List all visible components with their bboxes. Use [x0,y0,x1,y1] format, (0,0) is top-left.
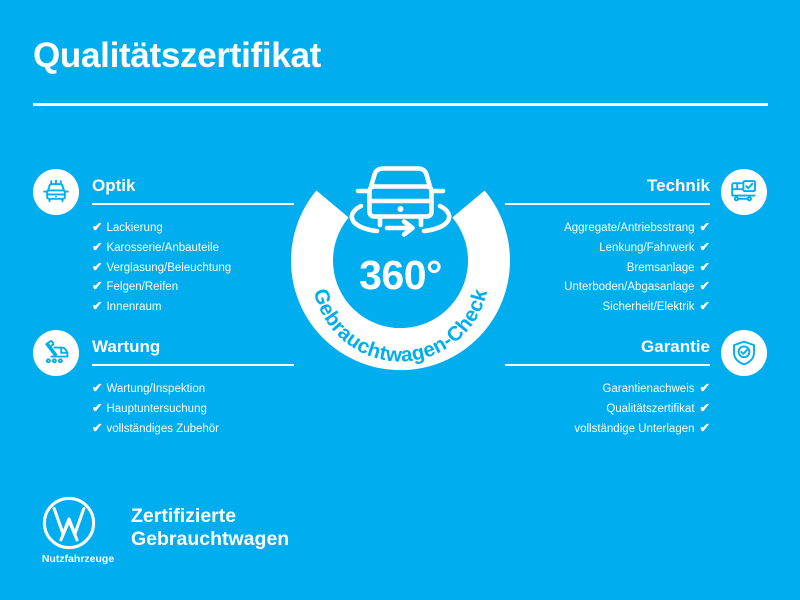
list-item: ✔ Verglasung/Beleuchtung [92,258,294,278]
footer-claim: Zertifizierte Gebrauchtwagen [131,505,289,551]
section-wartung-heading: Wartung [92,337,161,356]
list-item-label: Innenraum [106,301,162,314]
section-optik-heading: Optik [92,176,136,195]
list-item: ✔ vollständiges Zubehör [92,419,294,439]
section-technik: Technik Aggregate/Antriebsstrang ✔ Lenkun… [505,176,710,317]
brand-subtitle: Nutzfahrzeuge [41,553,115,565]
check-icon: ✔ [699,259,710,274]
check-icon: ✔ [699,239,710,254]
list-item-label: Lackierung [106,222,163,234]
volkswagen-logo-icon [41,495,97,556]
section-optik: Optik ✔ Lackierung ✔ Karosserie/Anbauteile… [92,176,294,317]
list-item-label: Felgen/Reifen [106,281,179,294]
list-item: Unterboden/Abgasanlage ✔ [505,277,710,297]
shield-check-icon [730,339,758,367]
list-item-label: Unterboden/Abgasanlage [564,281,695,294]
list-item: ✔ Felgen/Reifen [92,277,294,297]
footer-claim-line2: Gebrauchtwagen [131,528,290,550]
volkswagen-brand-block: Nutzfahrzeuge [32,495,122,580]
section-technik-divider [505,203,710,205]
badge-360-value: 360° [359,252,442,298]
list-item: Bremsanlage ✔ [505,258,710,278]
list-item-label: vollständiges Zubehör [106,422,219,435]
list-item: Lenkung/Fahrwerk ✔ [505,238,710,258]
check-icon: ✔ [699,400,710,415]
check-icon: ✔ [92,259,103,274]
list-item-label: Bremsanlage [626,261,695,274]
check-icon: ✔ [92,279,103,294]
section-wartung: Wartung ✔ Wartung/Inspektion ✔ Hauptunters… [92,337,294,438]
section-optik-list: ✔ Lackierung ✔ Karosserie/Anbauteile ✔ Verg… [92,218,294,317]
wartung-icon-badge [33,330,79,376]
check-icon: ✔ [92,239,103,254]
check-icon: ✔ [92,420,103,435]
list-item-label: Sicherheit/Elektrik [602,301,695,314]
list-item: ✔ Karosserie/Anbauteile [92,238,294,258]
technik-icon-badge [721,169,767,215]
list-item-label: Garantienachweis [602,383,695,395]
footer-claim-line1: Zertifizierte [131,505,237,527]
section-garantie-divider [505,364,710,366]
section-technik-heading: Technik [647,176,710,195]
list-item-label: Qualitätszertifikat [606,402,695,415]
car-front-icon [41,178,71,206]
section-optik-divider [92,203,294,205]
check-icon: ✔ [92,299,103,314]
list-item-label: Wartung/Inspektion [106,383,206,395]
badge-360-check: Gebrauchtwagen-Check 360° [283,140,518,375]
section-garantie-heading: Garantie [641,337,710,356]
check-icon: ✔ [699,299,710,314]
list-item-label: Lenkung/Fahrwerk [599,241,695,254]
list-item: vollständige Unterlagen ✔ [505,419,710,439]
list-item: Sicherheit/Elektrik ✔ [505,297,710,317]
list-item: ✔ Lackierung [92,218,294,238]
list-item: ✔ Hauptuntersuchung [92,399,294,419]
section-garantie: Garantie Garantienachweis ✔ Qualitätszert… [505,337,710,438]
list-item-label: vollständige Unterlagen [574,422,695,435]
list-item-label: Hauptuntersuchung [106,402,207,415]
check-icon: ✔ [699,220,710,234]
list-item: ✔ Wartung/Inspektion [92,379,294,399]
section-garantie-list: Garantienachweis ✔ Qualitätszertifikat ✔ v… [505,379,710,438]
list-item-label: Aggregate/Antriebsstrang [564,222,695,234]
section-wartung-list: ✔ Wartung/Inspektion ✔ Hauptuntersuchung ✔… [92,379,294,438]
check-icon: ✔ [699,420,710,435]
list-item-label: Verglasung/Beleuchtung [106,261,232,274]
list-item-label: Karosserie/Anbauteile [106,241,219,254]
section-technik-list: Aggregate/Antriebsstrang ✔ Lenkung/Fahrwe… [505,218,710,317]
list-item: Garantienachweis ✔ [505,379,710,399]
list-item: Aggregate/Antriebsstrang ✔ [505,218,710,238]
check-icon: ✔ [92,400,103,415]
check-icon: ✔ [92,220,103,234]
van-checklist-icon [729,178,759,206]
page-title: Qualitätszertifikat [33,36,321,75]
service-pencil-van-icon [41,339,71,367]
check-icon: ✔ [699,381,710,395]
garantie-icon-badge [721,330,767,376]
title-divider [33,103,768,106]
car-rotate-360-icon [349,166,452,237]
check-icon: ✔ [699,279,710,294]
optik-icon-badge [33,169,79,215]
list-item: ✔ Innenraum [92,297,294,317]
section-wartung-divider [92,364,294,366]
list-item: Qualitätszertifikat ✔ [505,399,710,419]
check-icon: ✔ [92,381,103,395]
